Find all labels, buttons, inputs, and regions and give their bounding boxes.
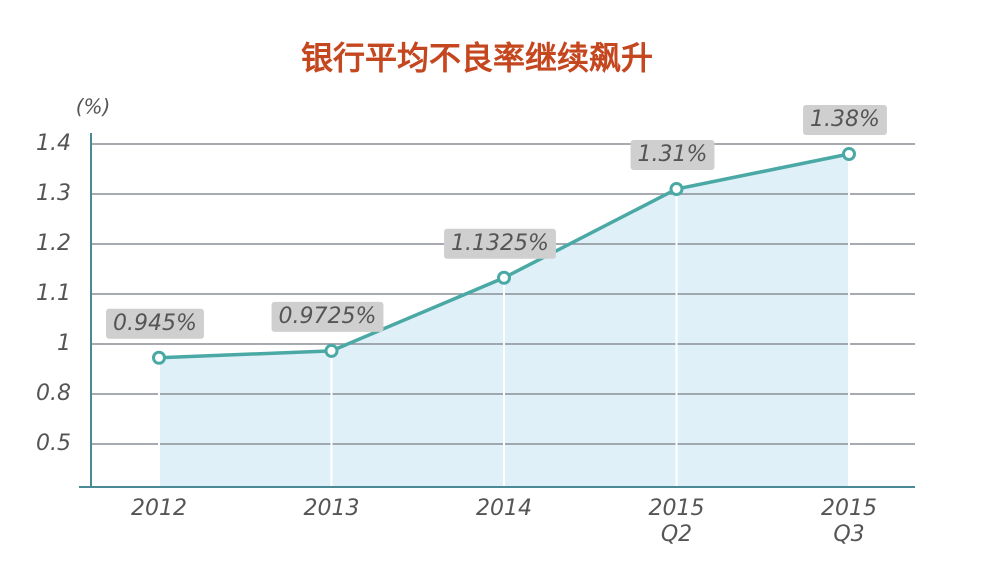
x-tick-label: 2015 Q2 [648, 496, 705, 547]
y-tick-label: 1 [57, 331, 71, 356]
y-tick-label: 0.5 [36, 431, 71, 456]
point [669, 182, 684, 196]
value-label-box [106, 308, 204, 339]
y-tick-label: 1.2 [36, 231, 71, 256]
value-label: 1.38% [810, 107, 880, 132]
value-label: 1.1325% [451, 231, 549, 256]
y-tick-label: 1.4 [36, 131, 71, 156]
x-tick-label: 2015 Q3 [821, 496, 877, 547]
point [324, 343, 339, 358]
point [842, 147, 856, 161]
value-label-box [444, 228, 556, 259]
x-tick-label: 2013 [303, 496, 360, 521]
x-tick-label: 2014 [476, 496, 532, 521]
value-label: 0.945% [113, 311, 197, 336]
chart-title: 银行平均不良率继续飙升 [301, 39, 653, 77]
value-label: 0.9725% [279, 304, 377, 329]
value-label-box [630, 140, 715, 170]
value-label-box [803, 105, 887, 135]
value-label: 1.31% [638, 142, 708, 167]
y-tick-label: 1.3 [36, 181, 71, 206]
point [152, 350, 166, 365]
y-axis-label: (%) [76, 95, 111, 119]
x-tick-label: 2012 [131, 496, 187, 521]
point [497, 270, 511, 285]
y-tick-label: 1.1 [36, 281, 71, 306]
value-label-box [271, 301, 384, 332]
y-tick-label: 0.8 [36, 381, 71, 406]
